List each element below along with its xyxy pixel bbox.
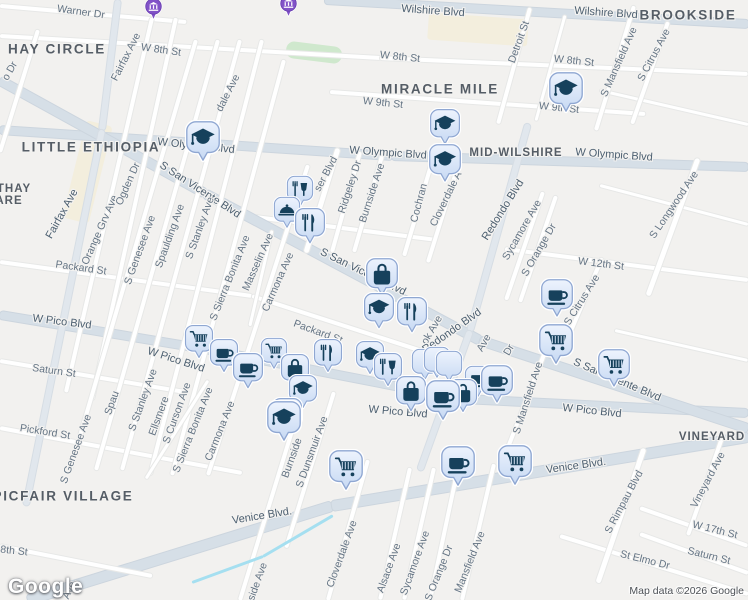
poi-marker-school[interactable] [428, 142, 462, 186]
poi-marker-grocery[interactable] [184, 323, 214, 362]
street-label: Cloverdale Ave [324, 518, 360, 590]
cafe-icon [215, 348, 234, 362]
road-segment [331, 432, 748, 511]
poi-marker-school[interactable] [363, 291, 395, 332]
poi-marker-school[interactable] [429, 107, 461, 148]
restaurant-icon [320, 344, 333, 361]
street-label: Mansfield Ave [452, 529, 488, 595]
poi-marker-restaurant[interactable] [313, 337, 343, 376]
road-segment [614, 328, 748, 362]
street-label: Saturn St [686, 544, 732, 568]
poi-marker-cafe[interactable] [480, 363, 514, 407]
street-label: 8th St [0, 543, 29, 559]
poi-marker-shopping[interactable] [395, 374, 427, 415]
restaurant-icon [404, 302, 417, 321]
street-label: Warner Dr [56, 2, 106, 22]
cafe-icon [547, 290, 568, 305]
grocery-icon [265, 343, 282, 358]
poi-marker-cafe[interactable] [209, 337, 239, 376]
cafe-icon [238, 363, 259, 378]
poi-marker-grocery[interactable] [497, 443, 533, 489]
street-label: Wilshire Blvd [573, 4, 639, 22]
street-label: dale Ave [213, 72, 243, 114]
poi-marker-school[interactable] [185, 119, 221, 165]
poi-marker-cafe[interactable] [232, 351, 264, 392]
museum-icon [148, 2, 158, 11]
poi-marker-cafe[interactable] [440, 444, 476, 490]
street-label: Vineyard Ave [688, 450, 728, 510]
neighborhood-label: BROOKSIDE [639, 7, 737, 23]
cafe-icon [432, 391, 455, 408]
shopping-icon [403, 381, 419, 401]
poi-marker-cafe[interactable] [425, 378, 461, 424]
poi-marker-grocery[interactable] [597, 347, 631, 391]
poi-marker-shopping[interactable] [365, 256, 399, 300]
road-segment [599, 88, 748, 126]
street-label: S Mansfield Ave [598, 25, 640, 99]
poi-marker-cafe[interactable] [540, 277, 574, 321]
neighborhood-label: LITTLE ETHIOPIA [21, 139, 161, 155]
poi-marker-grocery[interactable] [328, 448, 364, 494]
grocery-icon [189, 330, 208, 347]
grocery-icon [503, 452, 526, 472]
school-icon [191, 128, 215, 145]
street-label: Ridgeley Dr [335, 159, 365, 215]
school-icon [360, 346, 380, 361]
neighborhood-label: MID-WILSHIRE [469, 147, 563, 159]
poi-marker-museum[interactable] [278, 0, 299, 20]
map-attribution: Map data ©2026 Google [629, 585, 744, 597]
neighborhood-label: THAY [0, 183, 32, 195]
street-label: W Olympic Blvd [348, 144, 428, 162]
poi-marker-restaurant[interactable] [294, 206, 326, 247]
cafe-icon [487, 376, 508, 391]
street-label: S Rimpau Blvd [602, 468, 646, 536]
school-icon [368, 299, 390, 314]
neighborhood-label: HAY CIRCLE [7, 41, 107, 57]
neighborhood-label: MIRACLE MILE [381, 81, 499, 97]
museum-icon [283, 0, 293, 8]
neighborhood-label: PICFAIR VILLAGE [0, 488, 134, 504]
street-label: Venice Blvd. [545, 455, 607, 477]
street-label: Cochran [408, 182, 430, 224]
school-icon [272, 408, 296, 425]
poi-marker-school[interactable] [548, 70, 584, 116]
poi-marker-restaurant[interactable] [396, 295, 428, 336]
neighborhood-label: ARE [0, 195, 23, 207]
school-icon [293, 380, 313, 395]
street-label: S Genesee Ave [57, 412, 95, 486]
street-label: W 8th St [379, 48, 421, 66]
neighborhood-label: VINEYARD [678, 431, 746, 443]
street-label: W 17th St [691, 518, 739, 542]
poi-marker-generic[interactable] [435, 349, 463, 385]
poi-marker-dining[interactable] [373, 351, 403, 390]
poi-marker-museum[interactable] [143, 0, 164, 23]
dining-icon [292, 180, 308, 197]
poi-marker-grocery[interactable] [538, 322, 574, 368]
restaurant-icon [302, 213, 315, 232]
google-logo[interactable]: Google [8, 575, 84, 598]
shopping-icon [373, 263, 391, 285]
grocery-icon [544, 331, 567, 351]
street-label: St Elmo Dr [618, 548, 672, 572]
street-label: Pickford St [18, 422, 72, 442]
cloche-icon [278, 204, 296, 216]
school-icon [554, 79, 578, 96]
poi-marker-cloche[interactable] [273, 195, 301, 231]
street-label: Spau [102, 389, 122, 417]
grocery-icon [334, 457, 357, 477]
street-label: S Citrus Ave [635, 26, 673, 84]
poi-marker-school[interactable] [266, 399, 302, 445]
dining-icon [379, 358, 396, 375]
street-label: W 12th St [577, 255, 625, 273]
grocery-icon [603, 355, 624, 374]
cafe-icon [447, 457, 470, 474]
